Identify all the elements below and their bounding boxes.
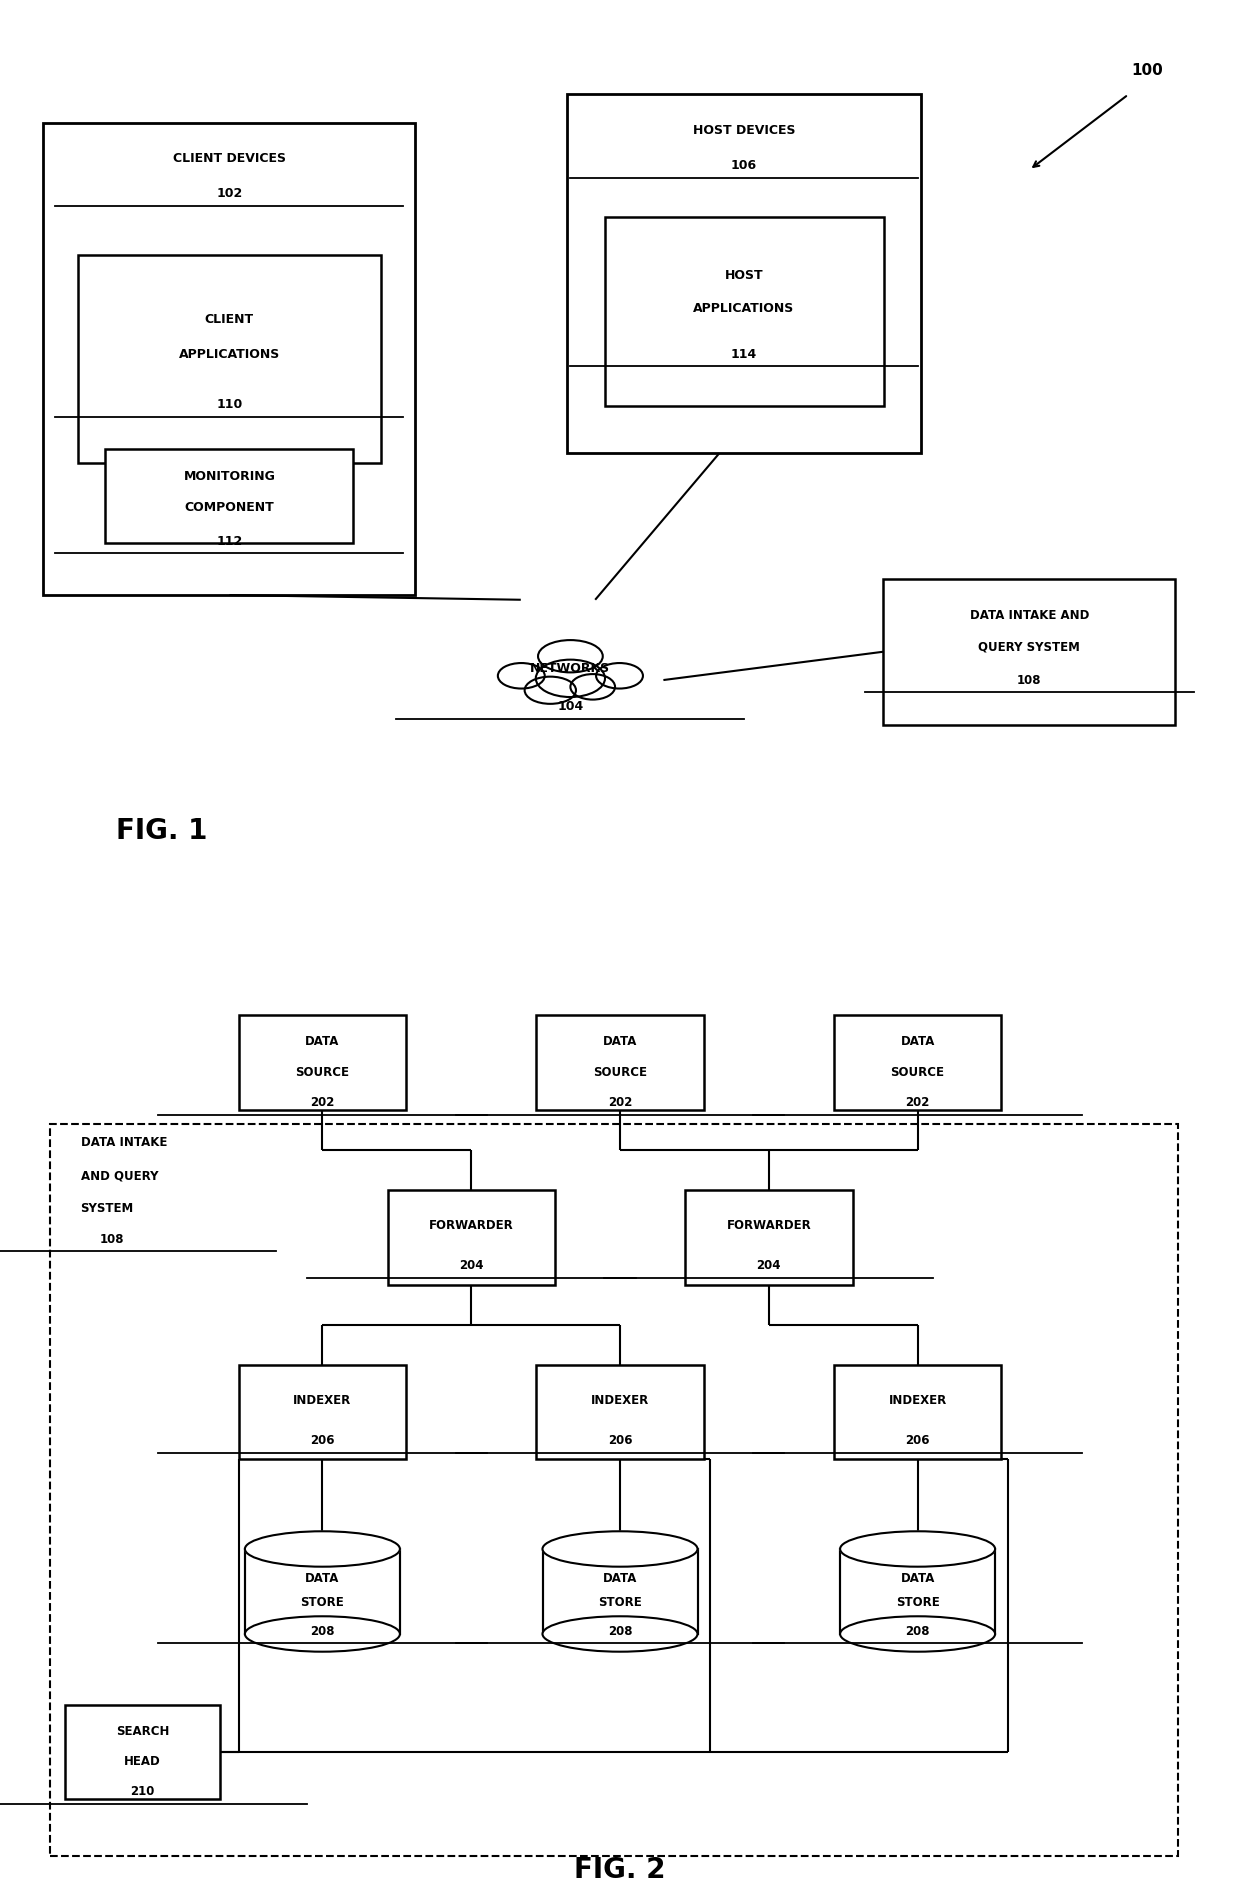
Text: 208: 208 xyxy=(905,1625,930,1638)
Text: DATA: DATA xyxy=(305,1035,340,1048)
Text: FIG. 2: FIG. 2 xyxy=(574,1857,666,1885)
Text: 208: 208 xyxy=(608,1625,632,1638)
Ellipse shape xyxy=(839,1532,994,1566)
Text: INDEXER: INDEXER xyxy=(889,1394,946,1407)
Text: QUERY SYSTEM: QUERY SYSTEM xyxy=(978,640,1080,654)
Text: STORE: STORE xyxy=(300,1596,345,1609)
Text: INDEXER: INDEXER xyxy=(591,1394,649,1407)
Ellipse shape xyxy=(543,1532,697,1566)
Text: FIG. 1: FIG. 1 xyxy=(115,818,207,844)
FancyBboxPatch shape xyxy=(605,217,883,406)
Text: CLIENT DEVICES: CLIENT DEVICES xyxy=(172,153,286,164)
Text: COMPONENT: COMPONENT xyxy=(185,501,274,514)
Text: DATA INTAKE: DATA INTAKE xyxy=(81,1137,167,1149)
Ellipse shape xyxy=(508,652,632,703)
Ellipse shape xyxy=(538,640,603,672)
Text: 102: 102 xyxy=(216,187,243,200)
Text: 104: 104 xyxy=(557,701,584,712)
Text: DATA: DATA xyxy=(603,1035,637,1048)
Text: 100: 100 xyxy=(1131,64,1163,77)
Text: APPLICATIONS: APPLICATIONS xyxy=(693,302,795,315)
Ellipse shape xyxy=(596,663,644,688)
FancyBboxPatch shape xyxy=(105,448,353,544)
FancyBboxPatch shape xyxy=(77,255,382,463)
Ellipse shape xyxy=(246,1532,401,1566)
Text: FORWARDER: FORWARDER xyxy=(727,1220,811,1232)
Text: 204: 204 xyxy=(756,1260,781,1271)
FancyBboxPatch shape xyxy=(536,1364,704,1458)
Text: 202: 202 xyxy=(905,1096,930,1109)
Text: 108: 108 xyxy=(99,1234,124,1245)
Bar xyxy=(246,1549,399,1634)
Text: SOURCE: SOURCE xyxy=(295,1065,350,1079)
Text: NETWORKS: NETWORKS xyxy=(531,663,610,674)
Text: 106: 106 xyxy=(730,159,758,172)
Text: SEARCH: SEARCH xyxy=(115,1725,170,1738)
Text: 206: 206 xyxy=(905,1434,930,1447)
Text: SOURCE: SOURCE xyxy=(593,1065,647,1079)
FancyBboxPatch shape xyxy=(238,1016,407,1109)
Text: MONITORING: MONITORING xyxy=(184,470,275,484)
Text: DATA: DATA xyxy=(900,1572,935,1585)
FancyBboxPatch shape xyxy=(66,1704,221,1798)
Ellipse shape xyxy=(543,1617,697,1651)
Ellipse shape xyxy=(246,1532,401,1566)
Text: 204: 204 xyxy=(459,1260,484,1271)
FancyBboxPatch shape xyxy=(238,1364,407,1458)
Text: DATA: DATA xyxy=(603,1572,637,1585)
Text: 110: 110 xyxy=(216,399,243,410)
FancyBboxPatch shape xyxy=(43,123,415,595)
Text: SYSTEM: SYSTEM xyxy=(81,1203,134,1215)
Text: DATA INTAKE AND: DATA INTAKE AND xyxy=(970,610,1089,621)
Text: 112: 112 xyxy=(216,535,243,548)
Text: 202: 202 xyxy=(310,1096,335,1109)
FancyBboxPatch shape xyxy=(50,1124,1178,1855)
FancyBboxPatch shape xyxy=(684,1190,853,1285)
Text: AND QUERY: AND QUERY xyxy=(81,1169,159,1183)
Ellipse shape xyxy=(839,1617,994,1651)
Text: HEAD: HEAD xyxy=(124,1755,161,1768)
Text: 108: 108 xyxy=(1017,674,1042,686)
Text: 206: 206 xyxy=(310,1434,335,1447)
Text: SOURCE: SOURCE xyxy=(890,1065,945,1079)
Text: 114: 114 xyxy=(730,348,758,361)
FancyBboxPatch shape xyxy=(883,578,1174,725)
Text: HOST DEVICES: HOST DEVICES xyxy=(693,125,795,136)
Text: STORE: STORE xyxy=(598,1596,642,1609)
Ellipse shape xyxy=(536,659,605,697)
Ellipse shape xyxy=(570,674,615,699)
Ellipse shape xyxy=(543,1532,697,1566)
Text: CLIENT: CLIENT xyxy=(205,314,254,325)
FancyBboxPatch shape xyxy=(387,1190,556,1285)
Text: 208: 208 xyxy=(310,1625,335,1638)
Bar xyxy=(543,1549,697,1634)
Text: APPLICATIONS: APPLICATIONS xyxy=(179,348,280,361)
FancyBboxPatch shape xyxy=(833,1016,1002,1109)
Text: INDEXER: INDEXER xyxy=(294,1394,351,1407)
Text: 202: 202 xyxy=(608,1096,632,1109)
Ellipse shape xyxy=(246,1617,401,1651)
Ellipse shape xyxy=(498,663,544,688)
Text: DATA: DATA xyxy=(900,1035,935,1048)
Text: FORWARDER: FORWARDER xyxy=(429,1220,513,1232)
FancyBboxPatch shape xyxy=(568,94,920,453)
FancyBboxPatch shape xyxy=(833,1364,1002,1458)
Text: 210: 210 xyxy=(130,1785,155,1798)
Text: 206: 206 xyxy=(608,1434,632,1447)
Bar xyxy=(841,1549,994,1634)
Text: STORE: STORE xyxy=(895,1596,940,1609)
Text: DATA: DATA xyxy=(305,1572,340,1585)
FancyBboxPatch shape xyxy=(536,1016,704,1109)
Ellipse shape xyxy=(525,676,575,705)
Ellipse shape xyxy=(839,1532,994,1566)
Text: HOST: HOST xyxy=(724,270,764,281)
